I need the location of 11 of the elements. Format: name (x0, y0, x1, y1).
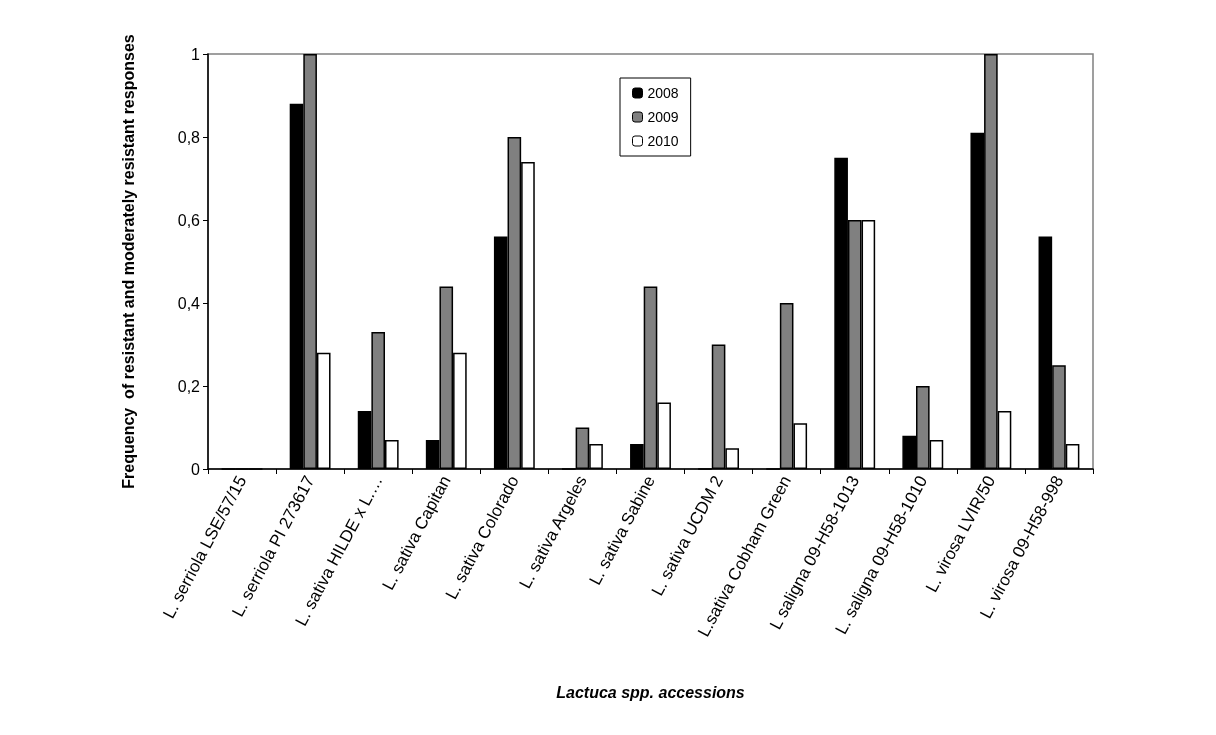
legend-label: 2009 (647, 109, 679, 125)
y-tick-label: 0 (191, 460, 201, 478)
y-tick-label: 0,6 (177, 211, 201, 229)
x-axis-title: Lactuca spp. accessions (556, 683, 745, 701)
y-tick-label: 0,8 (177, 128, 201, 146)
y-tick-label: 0,4 (177, 294, 201, 312)
y-tick-label: 1 (191, 45, 201, 63)
y-axis-title: Frequency of resistant and moderately resistant responses (119, 34, 137, 489)
legend-label: 2008 (647, 85, 679, 101)
legend-label: 2010 (647, 133, 679, 149)
y-tick-label: 0,2 (177, 377, 201, 395)
